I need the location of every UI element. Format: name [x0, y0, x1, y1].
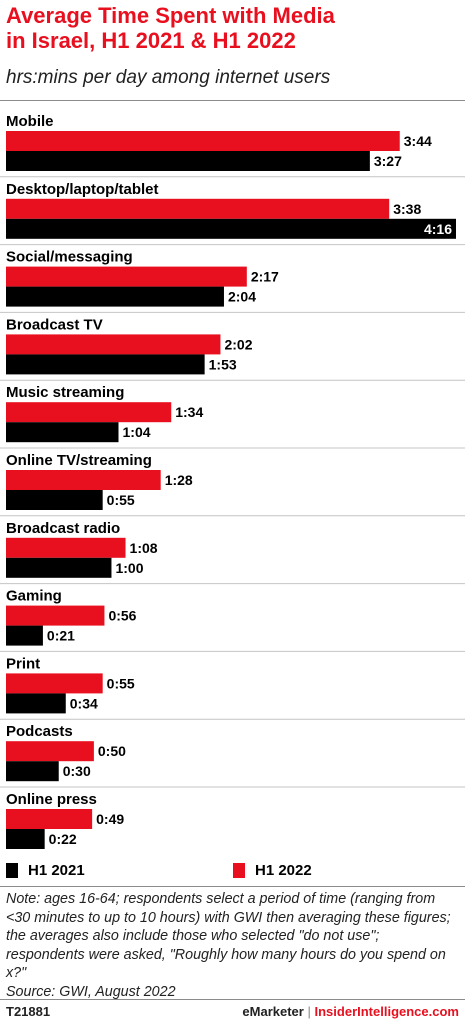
- value-label-h1-2022-gaming: 0:56: [108, 608, 136, 624]
- category-label-mobile: Mobile: [6, 113, 54, 130]
- bar-h1-2022-music-streaming: [6, 402, 172, 423]
- category-label-broadcast-tv: Broadcast TV: [6, 316, 103, 333]
- value-label-h1-2022-mobile: 3:44: [404, 133, 432, 149]
- value-label-h1-2021-mobile: 3:27: [374, 153, 402, 169]
- value-label-h1-2021-print: 0:34: [70, 695, 98, 711]
- brand-insiderintelligence: InsiderIntelligence.com: [314, 1004, 460, 1019]
- note-text: Note: ages 16-64; respondents select a p…: [6, 891, 451, 982]
- legend-swatch-h1-2021: [6, 863, 18, 878]
- category-label-online-tv-streaming: Online TV/streaming: [6, 452, 152, 469]
- value-label-h1-2022-social-messaging: 2:17: [251, 269, 279, 285]
- chart-id: T21881: [6, 1004, 51, 1019]
- category-label-broadcast-radio: Broadcast radio: [6, 520, 120, 537]
- value-label-h1-2021-online-press: 0:22: [49, 831, 77, 847]
- bar-h1-2021-broadcast-radio: [6, 557, 112, 578]
- bar-h1-2022-gaming: [6, 605, 105, 626]
- bar-h1-2021-online-press: [6, 829, 45, 849]
- value-label-h1-2021-social-messaging: 2:04: [228, 289, 256, 305]
- bar-h1-2021-music-streaming: [6, 422, 119, 443]
- value-label-h1-2021-podcasts: 0:30: [63, 763, 91, 779]
- bar-h1-2022-social-messaging: [6, 266, 247, 287]
- source-text: Source: GWI, August 2022: [6, 983, 176, 1000]
- top-divider: [0, 100, 465, 101]
- bar-h1-2021-mobile: [6, 151, 370, 171]
- chart-note: Note: ages 16-64; respondents select a p…: [6, 890, 458, 1002]
- footer-brand: eMarketer | InsiderIntelligence.com: [242, 1004, 459, 1019]
- bar-h1-2021-broadcast-tv: [6, 354, 205, 375]
- category-label-desktop-laptop-tablet: Desktop/laptop/tablet: [6, 181, 159, 198]
- value-label-h1-2021-desktop-laptop-tablet: 4:16: [424, 221, 452, 237]
- legend-label-h1-2022: H1 2022: [255, 862, 312, 879]
- value-label-h1-2021-online-tv-streaming: 0:55: [107, 492, 135, 508]
- value-label-h1-2022-online-tv-streaming: 1:28: [165, 472, 193, 488]
- note-divider: [0, 886, 465, 887]
- brand-separator: |: [307, 1004, 311, 1019]
- bar-h1-2022-print: [6, 673, 103, 694]
- bar-h1-2022-online-tv-streaming: [6, 470, 161, 490]
- bar-h1-2021-gaming: [6, 625, 43, 646]
- value-label-h1-2021-broadcast-tv: 1:53: [209, 356, 237, 372]
- value-label-h1-2021-music-streaming: 1:04: [123, 424, 151, 440]
- value-label-h1-2022-podcasts: 0:50: [98, 743, 126, 759]
- category-label-podcasts: Podcasts: [6, 723, 73, 740]
- footer-divider: [0, 999, 465, 1000]
- chart-title: Average Time Spent with Media in Israel,…: [6, 3, 456, 53]
- bar-h1-2021-online-tv-streaming: [6, 490, 103, 510]
- category-label-music-streaming: Music streaming: [6, 384, 124, 401]
- bar-h1-2022-podcasts: [6, 741, 94, 762]
- value-label-h1-2022-desktop-laptop-tablet: 3:38: [393, 201, 421, 217]
- category-label-social-messaging: Social/messaging: [6, 249, 133, 266]
- value-label-h1-2022-music-streaming: 1:34: [175, 404, 203, 420]
- bar-h1-2021-desktop-laptop-tablet: [6, 218, 456, 239]
- value-label-h1-2022-broadcast-radio: 1:08: [130, 540, 158, 556]
- value-label-h1-2021-broadcast-radio: 1:00: [115, 560, 143, 576]
- value-label-h1-2021-gaming: 0:21: [47, 628, 75, 644]
- bar-h1-2021-print: [6, 693, 66, 714]
- chart-title-line-2: in Israel, H1 2021 & H1 2022: [6, 28, 296, 53]
- value-label-h1-2022-broadcast-tv: 2:02: [224, 336, 252, 352]
- bar-chart: Mobile 3:443:27 Desktop/laptop/tablet 3:384…: [0, 113, 465, 849]
- legend-swatch-h1-2022: [233, 863, 245, 878]
- value-label-h1-2022-online-press: 0:49: [96, 811, 124, 827]
- category-label-online-press: Online press: [6, 791, 97, 808]
- category-label-print: Print: [6, 655, 40, 672]
- brand-emarketer: eMarketer: [242, 1004, 304, 1019]
- bar-h1-2022-online-press: [6, 809, 93, 829]
- bar-h1-2022-mobile: [6, 131, 400, 151]
- bar-h1-2022-broadcast-radio: [6, 537, 126, 558]
- category-label-gaming: Gaming: [6, 588, 62, 605]
- chart-subtitle: hrs:mins per day among internet users: [6, 67, 331, 88]
- legend-label-h1-2021: H1 2021: [28, 862, 85, 879]
- chart-title-line-1: Average Time Spent with Media: [6, 3, 335, 28]
- bar-h1-2021-podcasts: [6, 761, 59, 782]
- bar-h1-2022-desktop-laptop-tablet: [6, 198, 390, 219]
- bar-h1-2021-social-messaging: [6, 286, 224, 307]
- value-label-h1-2022-print: 0:55: [107, 675, 135, 691]
- bar-h1-2022-broadcast-tv: [6, 334, 221, 355]
